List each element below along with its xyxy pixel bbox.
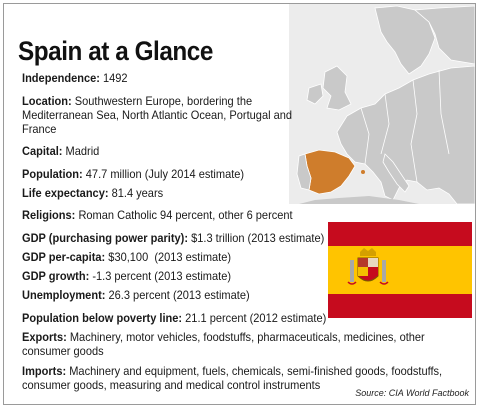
coat-of-arms-icon <box>347 248 389 285</box>
fact-label: Independence: <box>22 71 100 85</box>
fact-value: Southwestern Europe, bordering the Medit… <box>22 94 293 136</box>
map-finland-russia <box>414 5 475 65</box>
fact-location: Location: Southwestern Europe, bordering… <box>22 94 293 136</box>
fact-value: 21.1 percent (2012 estimate) <box>182 311 327 325</box>
flag-middle-stripe <box>328 246 472 294</box>
flag-top-stripe <box>328 222 472 246</box>
map-ireland <box>306 83 324 105</box>
fact-capital: Capital: Madrid <box>22 144 99 158</box>
fact-label: GDP growth: <box>22 269 90 283</box>
map-border <box>438 69 450 155</box>
fact-value: Machinery, motor vehicles, foodstuffs, p… <box>22 330 425 358</box>
europe-map <box>289 4 475 204</box>
fact-label: GDP (purchasing power parity): <box>22 231 189 245</box>
fact-value: $1.3 trillion (2013 estimate) <box>188 231 325 245</box>
page-title: Spain at a Glance <box>18 36 213 66</box>
fact-exports: Exports: Machinery, motor vehicles, food… <box>22 330 475 358</box>
infographic-panel: Spain at a Glance Independence: 1492 Loc… <box>3 3 476 405</box>
fact-value: -1.3 percent (2013 estimate) <box>89 269 232 283</box>
fact-life-expectancy: Life expectancy: 81.4 years <box>22 186 163 200</box>
fact-religions: Religions: Roman Catholic 94 percent, ot… <box>22 208 293 222</box>
fact-label: Population: <box>22 167 83 181</box>
map-border <box>380 93 390 155</box>
map-border <box>410 79 418 183</box>
map-portugal <box>296 153 312 191</box>
fact-value: 81.4 years <box>108 186 164 200</box>
map-balearic-islands <box>361 170 365 174</box>
fact-imports: Imports: Machinery and equipment, fuels,… <box>22 364 475 392</box>
fact-gdp-ppp: GDP (purchasing power parity): $1.3 tril… <box>22 231 324 245</box>
fact-label: Unemployment: <box>22 288 106 302</box>
fact-value: Roman Catholic 94 percent, other 6 perce… <box>75 208 293 222</box>
flag-bottom-stripe <box>328 294 472 318</box>
fact-value: Machinery and equipment, fuels, chemical… <box>22 364 443 392</box>
fact-poverty-line: Population below poverty line: 21.1 perc… <box>22 311 326 325</box>
fact-label: Life expectancy: <box>22 186 109 200</box>
fact-value: 1492 <box>99 71 128 85</box>
map-britain <box>322 65 352 111</box>
fact-independence: Independence: 1492 <box>22 71 128 85</box>
fact-value: 47.7 million (July 2014 estimate) <box>82 167 245 181</box>
fact-value: $30,100 (2013 estimate) <box>105 250 232 264</box>
fact-gdp-growth: GDP growth: -1.3 percent (2013 estimate) <box>22 269 231 283</box>
fact-label: Location: <box>22 94 72 108</box>
fact-label: Population below poverty line: <box>22 311 183 325</box>
fact-label: Exports: <box>22 330 67 344</box>
fact-unemployment: Unemployment: 26.3 percent (2013 estimat… <box>22 288 250 302</box>
fact-value: Madrid <box>62 144 100 158</box>
spain-flag <box>328 222 472 318</box>
fact-label: Capital: <box>22 144 63 158</box>
map-italy <box>382 153 410 193</box>
fact-label: GDP per-capita: <box>22 250 106 264</box>
source-credit: Source: CIA World Factbook <box>355 388 469 398</box>
fact-value: 26.3 percent (2013 estimate) <box>105 288 250 302</box>
map-north-africa <box>299 196 419 204</box>
fact-gdp-per-capita: GDP per-capita: $30,100 (2013 estimate) <box>22 250 231 264</box>
fact-label: Imports: <box>22 364 67 378</box>
fact-population: Population: 47.7 million (July 2014 esti… <box>22 167 244 181</box>
fact-label: Religions: <box>22 208 76 222</box>
map-border <box>360 107 370 165</box>
